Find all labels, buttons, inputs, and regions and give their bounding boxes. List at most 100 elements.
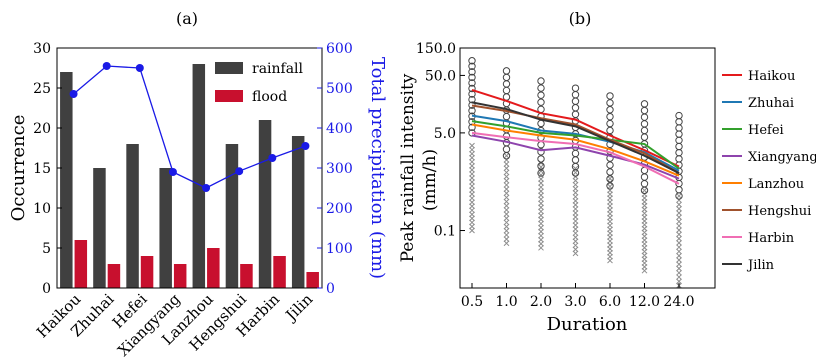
scatter-circle [640, 113, 649, 121]
scatter-circle [675, 155, 683, 163]
series-line-jilin [471, 101, 680, 174]
flood-bar [207, 248, 220, 288]
scatter-circle [468, 73, 476, 82]
precip-point [168, 168, 177, 176]
scatter-cross [469, 227, 475, 234]
scatter-cross [572, 230, 579, 237]
precip-point [235, 167, 244, 176]
scatter-circle [537, 148, 545, 156]
scatter-cross [676, 261, 682, 268]
panel-b-frame [459, 47, 716, 289]
y-tick-label: 15 [33, 161, 51, 177]
scatter-circle [675, 118, 683, 126]
scatter-cross [538, 200, 544, 207]
panel-b-x-ticks: 0.5 1.0 2.0 3.0 6.0 12.0 24.0 [461, 283, 695, 310]
scatter-cross [503, 169, 510, 176]
legend-label: rainfall [252, 61, 304, 77]
y2-tick-label: 500 [326, 81, 353, 97]
scatter-cross [538, 204, 544, 211]
scatter-cross [503, 202, 510, 209]
panel-a-y-axis-label: Occurrence [8, 115, 29, 222]
panel-a-y-ticks: 0 5 10 15 20 25 30 [33, 41, 62, 297]
y2-tick-label: 100 [326, 241, 353, 257]
flood-bar [74, 240, 88, 288]
scatter-cross [503, 186, 510, 192]
x-tick-label: Jilin [281, 290, 317, 326]
scatter-cross [538, 196, 544, 203]
precip-point [268, 154, 277, 162]
legend-label: Hengshui [748, 204, 811, 219]
y2-tick-label: 200 [326, 201, 353, 217]
panel-b: (b) 0.1 5.0 50.0 150.0 0.5 1.0 2.0 3.0 6.0 12.0 2… [398, 9, 816, 335]
panel-a-y2-axis-label: Total precipitation (mm) [367, 57, 388, 279]
scatter-cross [538, 180, 544, 187]
scatter-circle [537, 162, 545, 170]
x-tick-label: 24.0 [663, 294, 694, 310]
scatter-cross [469, 154, 475, 161]
scatter-circle [468, 123, 476, 132]
y-tick-label: 20 [33, 121, 51, 137]
rainfall-bar [291, 136, 305, 288]
panel-b-legend: Haikou Zhuhai Hefei Xiangyang Lanzhou Hengshu… [722, 69, 816, 273]
scatter-cross [676, 214, 682, 221]
scatter-circle [606, 106, 614, 114]
scatter-circle [571, 149, 580, 158]
scatter-circle [606, 119, 614, 128]
scatter-cross [503, 223, 510, 230]
scatter-cross [503, 198, 510, 205]
x-tick-label: 6.0 [599, 294, 621, 310]
scatter-cross [572, 177, 579, 184]
scatter-cross [572, 181, 579, 188]
scatter-circle [502, 73, 511, 82]
panel-b-label: (b) [569, 9, 592, 28]
scatter-cross [503, 182, 510, 188]
scatter-cross [469, 171, 475, 177]
scatter-cross [503, 177, 510, 184]
rainfall-bar [60, 72, 73, 288]
scatter-cross [503, 232, 510, 238]
scatter-cross [676, 235, 682, 242]
series-line-haikou [471, 88, 680, 168]
scatter-cross [676, 227, 682, 233]
scatter-cross [469, 203, 475, 210]
precip-point [202, 184, 211, 192]
series-line-harbin [471, 131, 680, 185]
scatter-cross [503, 161, 510, 167]
scatter-circle [502, 80, 511, 88]
scatter-cross [676, 248, 682, 255]
scatter-cross [469, 191, 475, 198]
scatter-cross [469, 162, 475, 169]
panel-a: (a) 0 5 10 15 20 25 30 0 100 200 300 400 500 600 Hai… [8, 9, 388, 360]
scatter-cross [572, 210, 579, 216]
panel-a-x-ticks: HaikouZhuhaiHefeiXiangyangLanzhouHengshu… [33, 290, 316, 360]
scatter-cross [676, 205, 682, 212]
legend-swatch [215, 62, 243, 74]
scatter-circle [502, 112, 511, 121]
scatter-cross [538, 168, 544, 174]
scatter-cross [572, 238, 579, 245]
scatter-cross [572, 193, 579, 200]
scatter-circle [606, 161, 614, 169]
scatter-cross [538, 176, 544, 182]
scatter-cross [572, 242, 579, 249]
scatter-cross [676, 222, 682, 229]
precip-point [135, 64, 144, 72]
scatter-cross [572, 222, 579, 228]
scatter-cross [572, 218, 579, 224]
scatter-circle [537, 119, 545, 128]
scatter-circle [675, 111, 683, 120]
flood-bar [173, 264, 187, 288]
scatter-circle [675, 186, 683, 194]
scatter-circle [606, 168, 614, 176]
rainfall-bar [258, 120, 272, 288]
scatter-cross [469, 219, 475, 226]
scatter-cross [676, 265, 682, 272]
series-line-hengshui [471, 104, 680, 174]
scatter-cross [469, 187, 475, 193]
scatter-circle [640, 173, 649, 181]
scatter-cross [503, 240, 510, 247]
scatter-cross [572, 206, 579, 212]
scatter-circle [606, 92, 614, 100]
scatter-cross [676, 210, 682, 216]
series-line-xiangyang [471, 134, 680, 180]
